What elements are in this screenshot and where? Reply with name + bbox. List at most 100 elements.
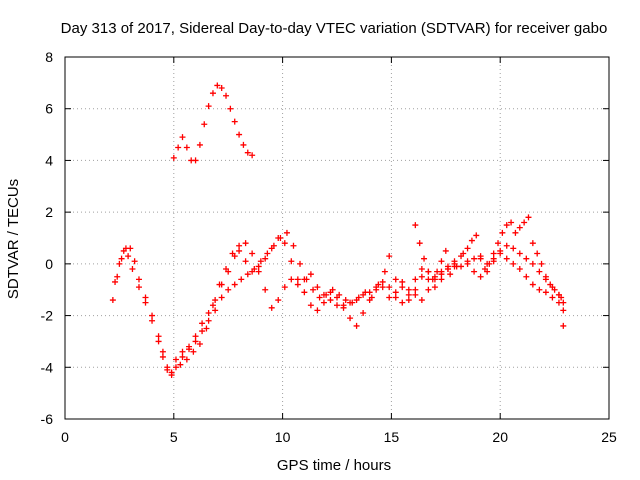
data-point	[510, 260, 517, 267]
x-axis-label: GPS time / hours	[277, 457, 391, 474]
data-point	[281, 240, 288, 247]
data-point	[468, 237, 475, 244]
data-point	[460, 250, 467, 257]
data-point	[175, 144, 182, 151]
data-point	[523, 273, 530, 280]
data-point	[386, 294, 393, 301]
data-point	[155, 338, 162, 345]
data-point	[360, 309, 367, 316]
data-point	[503, 222, 510, 229]
data-point	[257, 258, 264, 265]
data-point	[529, 281, 536, 288]
data-point	[268, 304, 275, 311]
axis-ticks: 0 5 10 15 20 25 -6 -4 -2 0 2 4 6 8	[41, 49, 617, 445]
data-point	[164, 364, 171, 371]
data-point	[129, 266, 136, 273]
data-point	[183, 356, 190, 363]
data-point	[218, 294, 225, 301]
data-point	[231, 118, 238, 125]
data-point	[314, 284, 321, 291]
data-point	[262, 255, 269, 262]
data-point	[283, 229, 290, 236]
data-point	[342, 297, 349, 304]
data-point	[447, 271, 454, 278]
data-point	[353, 322, 360, 329]
y-tick-label: 6	[45, 101, 53, 117]
data-point	[307, 302, 314, 309]
data-point	[199, 320, 206, 327]
data-point	[301, 276, 308, 283]
data-point	[418, 297, 425, 304]
data-point	[542, 273, 549, 280]
data-point	[170, 154, 177, 161]
data-point	[477, 255, 484, 262]
data-point	[473, 232, 480, 239]
data-point	[497, 250, 504, 257]
y-tick-label: 0	[45, 256, 53, 272]
data-point	[516, 250, 523, 257]
data-point	[416, 240, 423, 247]
x-tick-label: 15	[384, 429, 400, 445]
data-point	[209, 302, 216, 309]
data-point	[190, 348, 197, 355]
data-point	[314, 307, 321, 314]
x-tick-label: 0	[61, 429, 69, 445]
y-tick-label: -6	[41, 411, 54, 427]
data-point	[536, 286, 543, 293]
data-point	[481, 266, 488, 273]
data-point	[262, 286, 269, 293]
data-point	[179, 353, 186, 360]
data-point	[116, 260, 123, 267]
data-point	[392, 276, 399, 283]
data-point	[399, 278, 406, 285]
data-point	[236, 242, 243, 249]
data-point	[203, 325, 210, 332]
data-point	[218, 85, 225, 92]
data-point	[214, 82, 221, 89]
data-point	[149, 312, 156, 319]
data-point	[551, 286, 558, 293]
data-point	[114, 273, 121, 280]
data-point	[225, 286, 232, 293]
data-point	[523, 255, 530, 262]
data-point	[529, 240, 536, 247]
data-point	[425, 268, 432, 275]
data-point	[490, 250, 497, 257]
x-tick-label: 20	[492, 429, 508, 445]
data-point	[201, 121, 208, 128]
data-point	[549, 294, 556, 301]
y-tick-label: 8	[45, 49, 53, 65]
data-point	[251, 266, 258, 273]
data-point	[212, 297, 219, 304]
data-point	[142, 299, 149, 306]
data-point	[434, 268, 441, 275]
data-point	[294, 276, 301, 283]
data-point	[172, 364, 179, 371]
data-point	[490, 258, 497, 265]
data-point	[558, 294, 565, 301]
data-point	[438, 276, 445, 283]
data-point	[431, 284, 438, 291]
y-axis-label: SDTVAR / TECUs	[5, 179, 22, 299]
data-point	[186, 343, 193, 350]
data-point	[451, 258, 458, 265]
data-point	[444, 266, 451, 273]
data-point	[192, 333, 199, 340]
data-point	[249, 152, 256, 159]
data-point	[199, 328, 206, 335]
data-point	[405, 291, 412, 298]
data-points	[109, 82, 567, 379]
x-tick-label: 25	[601, 429, 617, 445]
data-point	[464, 245, 471, 252]
data-point	[229, 250, 236, 257]
data-point	[399, 299, 406, 306]
data-point	[205, 309, 212, 316]
y-tick-label: -4	[41, 359, 54, 375]
data-point	[264, 250, 271, 257]
data-point	[560, 299, 567, 306]
series-D	[170, 82, 256, 164]
data-point	[381, 268, 388, 275]
data-point	[508, 219, 515, 226]
data-point	[275, 297, 282, 304]
data-point	[109, 297, 116, 304]
